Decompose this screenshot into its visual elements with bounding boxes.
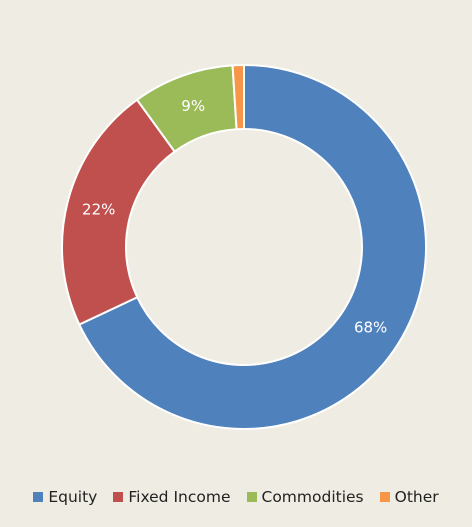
- legend-swatch-equity: [33, 492, 44, 502]
- legend-swatch-commodities: [246, 492, 257, 502]
- slice-labels-group: 68% 22% 9%: [82, 97, 387, 337]
- slice-label-equity: 68%: [354, 318, 387, 336]
- slice-equity: [77, 63, 427, 430]
- legend-label-fixed-income: Fixed Income: [128, 488, 231, 506]
- legend-label-commodities: Commodities: [261, 488, 364, 506]
- doughnut-chart: 68% 22% 9%: [61, 63, 427, 430]
- legend-label-equity: Equity: [48, 488, 98, 506]
- legend-swatch-other: [379, 492, 390, 502]
- slice-other: [231, 63, 245, 131]
- slice-label-commodities: 9%: [181, 97, 205, 115]
- legend-item-fixed-income: Fixed Income: [113, 488, 231, 506]
- slice-fixed-income: [61, 98, 177, 326]
- slice-label-fixed-income: 22%: [82, 201, 115, 219]
- legend-item-equity: Equity: [33, 488, 97, 506]
- legend: Equity Fixed Income Commodities Other: [0, 488, 472, 506]
- legend-label-other: Other: [394, 488, 439, 506]
- slices-group: [61, 63, 427, 430]
- legend-item-commodities: Commodities: [246, 488, 364, 506]
- legend-item-other: Other: [379, 488, 439, 506]
- legend-swatch-fixed-income: [113, 492, 124, 502]
